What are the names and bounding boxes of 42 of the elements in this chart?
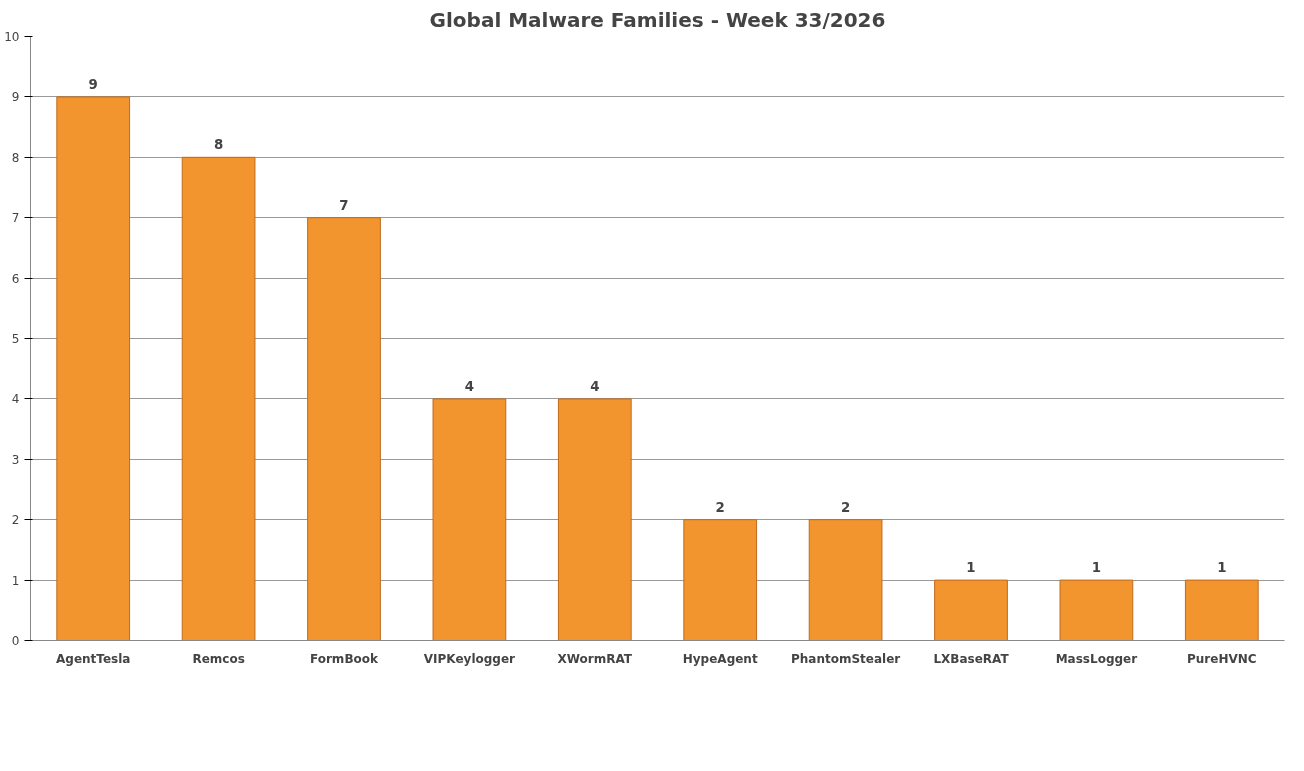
data-label: 2: [840, 499, 851, 515]
data-label: 4: [590, 378, 600, 394]
y-tick-label: 5: [11, 332, 20, 346]
bar: [683, 519, 758, 641]
bar: [808, 519, 883, 641]
bar: [307, 217, 381, 641]
data-label: 7: [339, 197, 349, 213]
bar: [1184, 579, 1259, 641]
y-tick-label: 1: [11, 573, 20, 588]
x-tick-label: FormBook: [310, 651, 380, 666]
data-label: 2: [715, 499, 725, 515]
data-label: 1: [1217, 560, 1227, 576]
y-tick-label: 2: [11, 513, 20, 528]
bar: [181, 156, 256, 641]
y-tick-label: 6: [11, 271, 20, 286]
y-tick-label: 4: [11, 392, 20, 407]
bar: [1059, 579, 1134, 641]
y-tick-label: 9: [11, 90, 20, 105]
data-label: 1: [966, 560, 976, 576]
x-tick-label: PureHVNC: [1187, 651, 1257, 666]
bar: [432, 398, 507, 641]
y-tick-label: 8: [11, 150, 20, 165]
x-tick-label: Remcos: [192, 651, 245, 666]
y-tick-label: 3: [11, 452, 20, 467]
x-tick-label: XWormRAT: [557, 651, 633, 666]
chart-title: Global Malware Families - Week 33/2026: [429, 7, 886, 32]
y-tick-label: 0: [11, 634, 20, 648]
x-tick-label: HypeAgent: [682, 651, 758, 666]
bar: [557, 398, 632, 641]
data-label: 4: [464, 378, 475, 394]
x-tick-label: LXBaseRAT: [933, 651, 1010, 666]
data-label: 1: [1091, 560, 1102, 576]
x-tick-label: PhantomStealer: [790, 651, 901, 666]
x-tick-label: MassLogger: [1055, 651, 1138, 666]
data-label: 9: [88, 76, 98, 92]
bar: [56, 96, 131, 641]
x-tick-label: AgentTesla: [56, 651, 131, 666]
x-tick-label: VIPKeylogger: [423, 651, 516, 666]
data-label: 8: [213, 137, 224, 153]
bar: [934, 579, 1008, 641]
y-tick-label: 7: [11, 211, 20, 226]
y-tick-label: 10: [4, 30, 20, 44]
